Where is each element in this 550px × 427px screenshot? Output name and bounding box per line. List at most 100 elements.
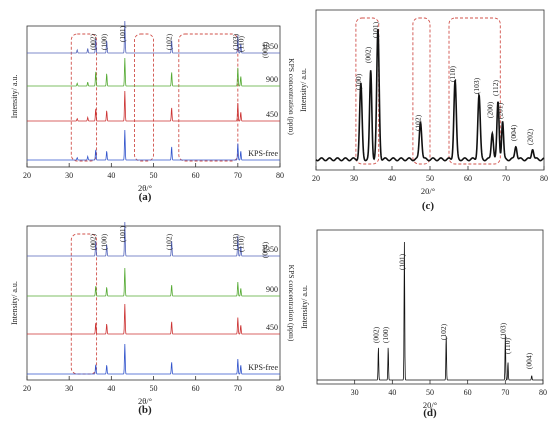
peak-label: (101) [397,253,406,270]
series-line [315,29,545,162]
peak-label: (004) [525,352,534,369]
peak-label: (004) [260,241,269,258]
y-axis-label: Intensity/ a.u. [300,285,309,329]
y-axis-label: Intensity/ a.u. [10,281,19,325]
x-tick-label: 50 [150,384,158,393]
x-tick-label: 70 [501,388,509,397]
x-axis-label: 2θ/° [138,183,152,193]
peak-label: (002) [364,46,373,63]
peak-label: (103) [472,77,481,94]
peak-label: (110) [503,338,512,354]
peak-label: (200) [485,101,494,118]
x-tick-label: 70 [234,384,242,393]
chart-panel-b: 20 30 40 50 60 70 80 2θ/° Intensity/ a.u. (b) KPS … [10,221,296,416]
series-label: 900 [266,75,278,84]
peak-label: (110) [448,66,457,82]
series-line [27,221,280,257]
series-label: 450 [266,110,278,119]
series-line [27,303,280,335]
peak-label: (101) [118,25,127,42]
x-axis-label: 20/° [421,186,435,196]
peak-label: (004) [509,124,518,141]
peak-label: (100) [100,233,109,250]
x-tick-label: 60 [464,174,472,183]
series-line [27,267,280,297]
x-tick-label: 60 [192,384,200,393]
peak-label: (103) [231,33,240,50]
series-line [27,20,280,54]
series-label: 1350 [262,245,278,254]
x-tick-label: 40 [388,388,396,397]
chart-panel-a: 20 30 40 50 60 70 80 2θ/° Intensity/ a.u. (a) KPS … [10,20,296,203]
peak-label: (110) [236,236,245,252]
series-label: 450 [266,323,278,332]
series-label: 1350 [262,42,278,51]
peak-label: (100) [381,326,390,343]
series-label: 900 [266,285,278,294]
peak-label: (102) [414,114,423,131]
x-tick-label: 30 [350,174,358,183]
x-tick-label: 80 [276,171,284,180]
x-tick-label: 40 [107,384,115,393]
peak-label: (002) [89,33,98,50]
peak-label: (002) [89,233,98,250]
x-tick-label: 20 [23,384,31,393]
highlight-region [412,17,431,165]
series-label: KPS-free [248,149,278,158]
series-line [27,343,280,375]
x-tick-label: 60 [464,388,472,397]
highlight-region [448,17,501,165]
y-axis-label: Intensity/ a.u. [10,75,19,119]
x-tick-label: 20 [23,171,31,180]
highlight-region [70,233,98,375]
right-axis-label: KPS concentration (ppm) [287,265,296,342]
x-tick-label: 50 [426,174,434,183]
highlight-region [70,33,98,162]
peak-label: (202) [526,128,535,145]
x-tick-label: 80 [540,174,548,183]
series-line [317,241,543,381]
peak-label: (102) [165,233,174,250]
right-axis-label: KPS concentration (ppm) [287,58,296,135]
peak-label: (100) [100,33,109,50]
peak-label: (201) [496,102,505,119]
x-tick-label: 50 [150,171,158,180]
x-tick-label: 70 [502,174,510,183]
panel-label: (a) [139,191,152,203]
peak-label: (101) [118,225,127,242]
x-tick-label: 40 [388,174,396,183]
x-axis-label: 2θ/° [138,396,152,406]
peak-label: (101) [371,21,380,38]
peak-label: (004) [260,41,269,58]
peak-label: (002) [371,326,380,343]
y-axis-label: Intensity/ a.u. [299,68,308,112]
x-tick-label: 80 [276,384,284,393]
peak-label: (102) [165,33,174,50]
panel-label: (d) [423,407,437,419]
x-tick-label: 30 [65,384,73,393]
x-tick-label: 30 [65,171,73,180]
x-tick-label: 50 [426,388,434,397]
x-tick-label: 70 [234,171,242,180]
series-line [27,129,280,161]
panel-label: (b) [138,404,152,416]
x-tick-label: 30 [351,388,359,397]
peak-label: (102) [439,323,448,340]
series-line [27,90,280,122]
chart-panel-c: 20 30 40 50 60 70 80 20/° Intensity/ a.u. (c) (100… [299,9,548,212]
x-tick-label: 80 [539,388,547,397]
peak-label: (112) [491,80,500,96]
x-tick-label: 40 [107,171,115,180]
series-line [27,57,280,87]
peak-label: (100) [354,73,363,90]
x-tick-label: 20 [312,174,320,183]
series-label: KPS-free [248,363,278,372]
peak-label: (103) [498,322,507,339]
x-tick-label: 60 [192,171,200,180]
plot-frame [316,229,544,385]
panel-label: (c) [422,200,435,212]
x-axis-label: 20/° [423,400,437,410]
peak-label: (110) [236,36,245,52]
